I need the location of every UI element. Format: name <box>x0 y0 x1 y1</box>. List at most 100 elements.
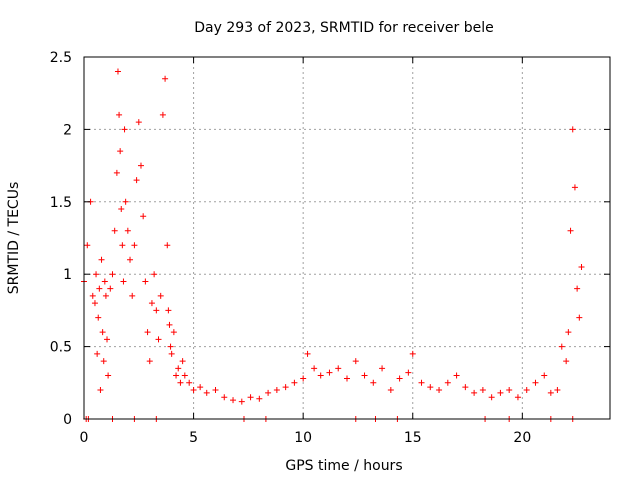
y-tick-label: 2.5 <box>50 50 72 66</box>
data-point <box>118 206 125 213</box>
data-point <box>370 379 377 386</box>
data-point <box>84 242 91 249</box>
data-point <box>488 394 495 401</box>
data-point <box>304 350 311 357</box>
data-point <box>121 126 128 133</box>
data-point <box>166 321 173 328</box>
data-point <box>133 177 140 184</box>
data-point <box>153 307 160 314</box>
data-point <box>554 387 561 394</box>
data-point <box>190 387 197 394</box>
data-point <box>282 384 289 391</box>
y-tick-label: 2 <box>63 122 72 138</box>
data-point <box>99 329 106 336</box>
data-point <box>120 278 127 285</box>
data-point <box>574 285 581 292</box>
data-point <box>177 379 184 386</box>
data-point <box>335 365 342 372</box>
data-point <box>107 285 114 292</box>
data-point <box>317 372 324 379</box>
data-point <box>119 242 126 249</box>
data-point <box>157 292 164 299</box>
y-tick-label: 0 <box>63 412 72 428</box>
data-point <box>116 111 123 118</box>
data-point <box>124 227 131 234</box>
data-point <box>175 365 182 372</box>
data-point <box>326 369 333 376</box>
x-tick-label: 15 <box>404 430 422 446</box>
data-point <box>273 387 280 394</box>
data-point <box>514 394 521 401</box>
data-point <box>111 227 118 234</box>
data-point <box>117 148 124 155</box>
data-point <box>173 372 180 379</box>
data-point <box>462 384 469 391</box>
data-point <box>167 343 174 350</box>
data-point <box>95 314 102 321</box>
data-point <box>146 358 153 365</box>
data-point <box>142 278 149 285</box>
data-point <box>379 365 386 372</box>
data-point <box>104 336 111 343</box>
y-tick-label: 1.5 <box>50 195 72 211</box>
data-point <box>436 387 443 394</box>
y-tick-label: 0.5 <box>50 340 72 356</box>
grid-lines <box>84 57 610 419</box>
data-point <box>567 227 574 234</box>
data-point <box>311 365 318 372</box>
data-point <box>197 384 204 391</box>
x-axis-label: GPS time / hours <box>285 458 402 474</box>
data-point <box>93 271 100 278</box>
data-point <box>162 75 169 82</box>
data-point <box>98 256 105 263</box>
data-point <box>453 372 460 379</box>
data-point <box>352 358 359 365</box>
data-point <box>523 387 530 394</box>
data-point <box>186 379 193 386</box>
data-point <box>131 242 138 249</box>
data-point <box>569 126 576 133</box>
data-point <box>89 292 96 299</box>
data-point <box>101 278 108 285</box>
data-point <box>578 263 585 270</box>
data-point <box>144 329 151 336</box>
data-point <box>565 329 572 336</box>
data-point <box>212 387 219 394</box>
data-point <box>558 343 565 350</box>
data-point <box>151 271 158 278</box>
data-point <box>164 242 171 249</box>
data-point <box>203 389 210 396</box>
data-point <box>122 198 129 205</box>
data-point <box>265 389 272 396</box>
data-point <box>563 358 570 365</box>
axis-ticks: 0 0.5 1 1.5 2 2.5 0 5 10 15 20 <box>50 50 610 446</box>
data-point <box>127 256 134 263</box>
data-point <box>97 387 104 394</box>
chart-title: Day 293 of 2023, SRMTID for receiver bel… <box>194 20 493 36</box>
data-point <box>300 375 307 382</box>
x-tick-label: 0 <box>80 430 89 446</box>
data-point <box>387 387 394 394</box>
data-point <box>179 358 186 365</box>
x-tick-label: 20 <box>513 430 531 446</box>
data-point <box>396 375 403 382</box>
data-point <box>102 292 109 299</box>
data-point <box>409 350 416 357</box>
data-point <box>571 184 578 191</box>
data-point <box>140 213 147 220</box>
data-point <box>418 379 425 386</box>
data-point <box>506 387 513 394</box>
y-tick-label: 1 <box>63 267 72 283</box>
data-point <box>170 329 177 336</box>
data-point <box>168 350 175 357</box>
y-axis-label: SRMTID / TECUs <box>6 182 22 295</box>
data-point <box>181 372 188 379</box>
x-tick-label: 10 <box>294 430 312 446</box>
data-point <box>497 389 504 396</box>
data-point <box>256 395 263 402</box>
data-point <box>405 369 412 376</box>
data-point <box>238 398 245 405</box>
data-point <box>129 292 136 299</box>
